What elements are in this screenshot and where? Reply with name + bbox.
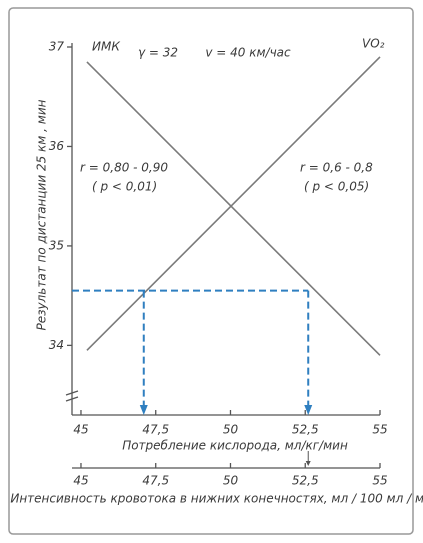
annotation: γ = 32 bbox=[138, 46, 178, 60]
x-tick-label: 55 bbox=[372, 423, 387, 437]
x-axis-label: Потребление кислорода, мл/кг/мин bbox=[122, 439, 348, 453]
x-tick-label: 45 bbox=[73, 423, 88, 437]
x-tick-label: 52,5 bbox=[292, 423, 319, 437]
annotation: ( p < 0,01) bbox=[92, 180, 157, 194]
annotation: r = 0,6 - 0,8 bbox=[300, 161, 373, 175]
annotation: v = 40 км/час bbox=[205, 46, 291, 60]
x2-tick-label: 50 bbox=[223, 474, 239, 488]
y-tick-label: 37 bbox=[49, 40, 65, 54]
series-label: ИМК bbox=[92, 40, 120, 54]
annotation: r = 0,80 - 0,90 bbox=[80, 161, 168, 175]
data-line bbox=[86, 61, 381, 356]
arrow-head bbox=[139, 405, 148, 415]
x-tick-label: 50 bbox=[223, 423, 239, 437]
arrow-head bbox=[305, 461, 311, 466]
x2-tick-label: 52,5 bbox=[292, 474, 319, 488]
x2-tick-label: 55 bbox=[372, 474, 387, 488]
y-tick-label: 35 bbox=[49, 238, 64, 252]
arrow-head bbox=[304, 405, 313, 415]
annotation: ( p < 0,05) bbox=[304, 180, 369, 194]
data-line bbox=[86, 56, 381, 351]
x2-axis-label: Интенсивность кровотока в нижних конечно… bbox=[10, 492, 423, 506]
x2-tick-label: 47,5 bbox=[142, 474, 169, 488]
y-tick-label: 36 bbox=[49, 139, 65, 153]
series-label: VO₂ bbox=[362, 37, 385, 51]
x2-tick-label: 45 bbox=[73, 474, 88, 488]
y-axis-label: Результат по дистанции 25 км , мин bbox=[35, 99, 49, 330]
y-tick-label: 34 bbox=[49, 338, 64, 352]
frame bbox=[8, 7, 414, 535]
x-tick-label: 47,5 bbox=[142, 423, 169, 437]
